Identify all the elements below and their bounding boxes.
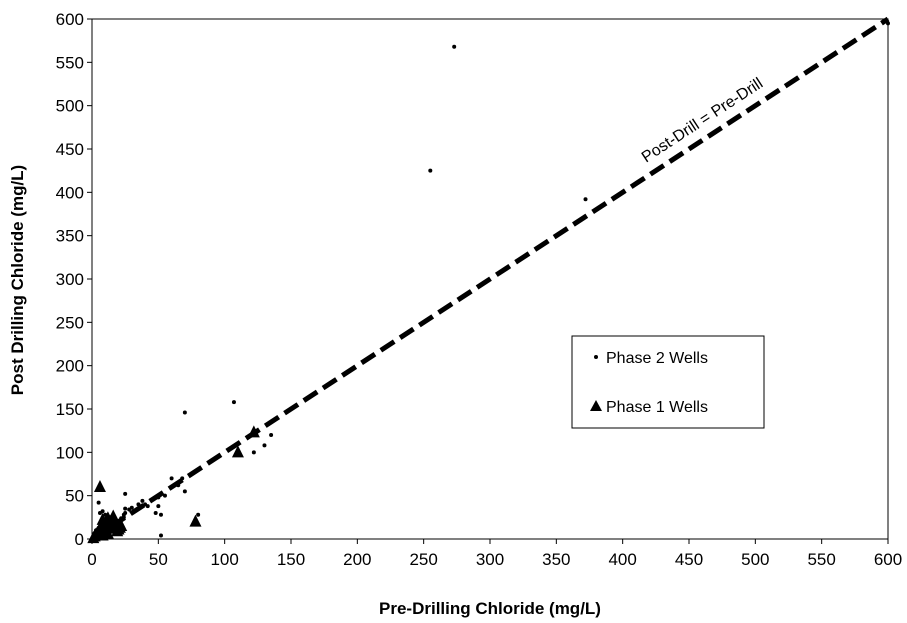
y-tick-label: 250 [56, 313, 84, 332]
phase2-point [251, 450, 256, 455]
phase2-point [452, 44, 457, 49]
phase1-point [93, 480, 106, 492]
phase2-point [583, 197, 588, 202]
phase2-point [182, 489, 187, 494]
phase2-point [158, 533, 163, 538]
x-tick-label: 250 [409, 550, 437, 569]
phase2-point [121, 512, 126, 517]
x-tick-label: 400 [608, 550, 636, 569]
reference-line [90, 16, 890, 542]
legend-label-phase1: Phase 1 Wells [606, 399, 708, 416]
phase2-point [153, 511, 158, 515]
phase2-point [158, 512, 163, 517]
phase2-point [231, 400, 236, 405]
x-tick-label: 50 [149, 550, 168, 569]
phase1-point [247, 425, 260, 438]
y-axis-title: Post Drilling Chloride (mg/L) [8, 165, 27, 395]
y-tick-label: 50 [65, 487, 84, 506]
y-tick-label: 0 [75, 530, 84, 549]
phase2-point [269, 433, 274, 437]
x-tick-label: 0 [87, 550, 96, 569]
legend-box [571, 335, 765, 429]
phase1-point [107, 509, 120, 522]
phase2-point [428, 168, 433, 173]
y-axis-ticks: 0 50 100 150 200 250 300 350 400 450 500 550 600 [56, 10, 92, 549]
y-tick-label: 450 [56, 140, 84, 159]
y-tick-label: 200 [56, 357, 84, 376]
legend: Phase 2 Wells Phase 1 Wells [571, 335, 765, 429]
phase2-point [100, 509, 105, 514]
phase2-point [156, 504, 161, 509]
phase2-point [149, 498, 154, 502]
y-tick-label: 350 [56, 227, 84, 246]
phase2-point [129, 505, 134, 510]
phase1-point [96, 528, 109, 541]
phase2-point [140, 498, 145, 503]
y-tick-label: 100 [56, 443, 84, 462]
reference-line-label: Post-Drill = Pre-Drill [639, 75, 766, 166]
x-tick-label: 450 [675, 550, 703, 569]
y-tick-label: 500 [56, 97, 84, 116]
phase1-point [112, 519, 125, 532]
phase1-point [189, 514, 202, 527]
phase2-point [119, 516, 124, 521]
phase2-point [262, 443, 267, 448]
phase2-point [145, 504, 150, 509]
phase2-point [162, 493, 167, 498]
phase2-point [196, 512, 201, 517]
phase2-point [123, 506, 128, 511]
legend-label-phase2: Phase 2 Wells [606, 350, 708, 367]
phase2-point [176, 483, 181, 488]
plot-area [91, 18, 889, 540]
x-tick-label: 100 [210, 550, 238, 569]
phase2-point [156, 495, 161, 500]
legend-marker-phase1 [590, 400, 602, 411]
legend-marker-phase2 [594, 355, 598, 359]
phase2-point [182, 410, 187, 415]
x-tick-label: 300 [476, 550, 504, 569]
phase2-point [132, 509, 137, 514]
data-points [87, 21, 890, 544]
x-tick-label: 600 [874, 550, 902, 569]
phase2-point [136, 502, 141, 507]
y-tick-label: 150 [56, 400, 84, 419]
phase2-point [180, 476, 185, 481]
y-tick-label: 400 [56, 183, 84, 202]
x-tick-label: 200 [343, 550, 371, 569]
y-tick-label: 300 [56, 270, 84, 289]
phase2-point [169, 476, 174, 481]
phase1-point [231, 445, 244, 458]
y-tick-label: 550 [56, 53, 84, 72]
phase2-point [123, 491, 128, 496]
y-tick-label: 600 [56, 10, 84, 29]
x-axis-ticks: 0 50 100 150 200 250 300 350 400 450 500 550 600 [87, 539, 902, 569]
phase2-point [96, 500, 101, 505]
phase2-point [886, 21, 890, 26]
x-tick-label: 500 [741, 550, 769, 569]
x-tick-label: 150 [277, 550, 305, 569]
x-axis-title: Pre-Drilling Chloride (mg/L) [379, 599, 601, 618]
x-tick-label: 550 [807, 550, 835, 569]
x-tick-label: 350 [542, 550, 570, 569]
